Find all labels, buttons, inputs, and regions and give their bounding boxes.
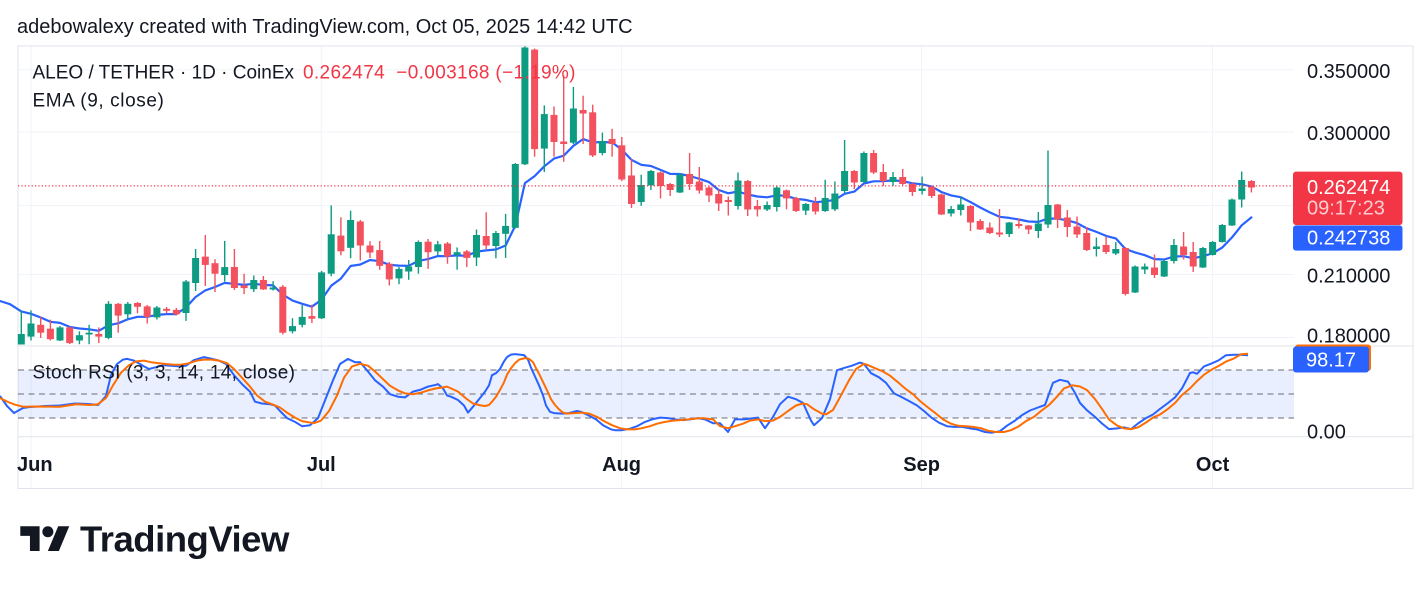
svg-text:0.350000: 0.350000 <box>1307 61 1390 83</box>
svg-text:0.180000: 0.180000 <box>1307 326 1390 348</box>
svg-text:TradingView: TradingView <box>80 519 290 560</box>
svg-text:Oct: Oct <box>1196 454 1230 476</box>
svg-text:09:17:23: 09:17:23 <box>1307 198 1385 220</box>
svg-text:Jul: Jul <box>307 454 336 476</box>
svg-text:98.17: 98.17 <box>1306 350 1356 372</box>
svg-text:0.242738: 0.242738 <box>1307 228 1390 250</box>
svg-text:0.300000: 0.300000 <box>1307 123 1390 145</box>
svg-text:0.262474: 0.262474 <box>1307 177 1390 199</box>
svg-text:0.210000: 0.210000 <box>1307 266 1390 288</box>
svg-text:Stoch RSI (3, 3, 14, 14, close: Stoch RSI (3, 3, 14, 14, close) <box>33 363 296 384</box>
svg-text:ALEO / TETHER · 1D · CoinEx: ALEO / TETHER · 1D · CoinEx <box>33 63 295 84</box>
svg-text:adebowalexy created with Tradi: adebowalexy created with TradingView.com… <box>17 16 633 38</box>
svg-text:0.00: 0.00 <box>1307 422 1346 444</box>
svg-text:Aug: Aug <box>602 454 641 476</box>
svg-text:Sep: Sep <box>903 454 940 476</box>
svg-text:EMA (9, close): EMA (9, close) <box>33 91 165 112</box>
svg-text:Jun: Jun <box>17 454 53 476</box>
svg-text:0.262474 −0.003168 (−1.19%): 0.262474 −0.003168 (−1.19%) <box>303 63 576 84</box>
